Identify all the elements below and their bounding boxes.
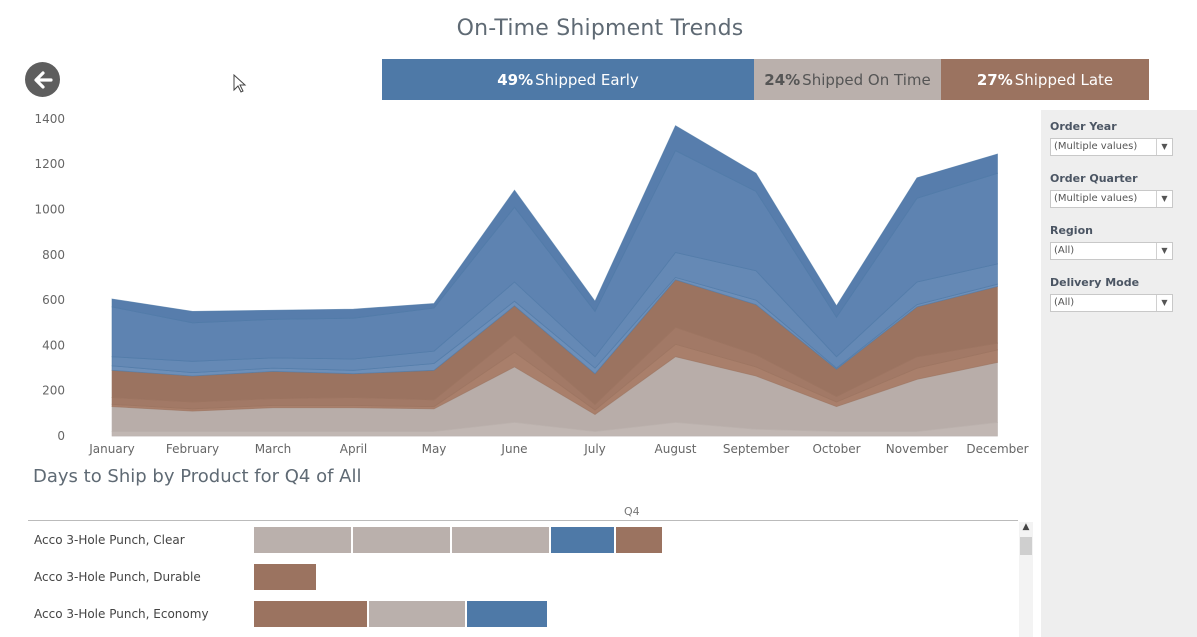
- monthly-shipment-area-chart: 0 200 400 600 800 1000 1200 1400 January Februar…: [34, 112, 1028, 456]
- filter-label: Order Quarter: [1050, 172, 1138, 185]
- x-tick-label: May: [422, 442, 447, 456]
- y-tick-label: 800: [42, 248, 65, 262]
- x-tick-label: January: [88, 442, 135, 456]
- x-tick-label: March: [255, 442, 292, 456]
- mouse-cursor-icon: [233, 74, 247, 93]
- scroll-up-icon[interactable]: ▲: [1022, 522, 1030, 532]
- region-select[interactable]: (All) ▼: [1050, 242, 1173, 260]
- days-to-ship-bar-ontime[interactable]: [353, 527, 450, 553]
- filter-value: (Multiple values): [1054, 193, 1138, 204]
- x-tick-label: September: [723, 442, 789, 456]
- filter-order-year: Order Year (Multiple values) ▼: [1050, 120, 1173, 156]
- ontime-percent: 24%: [764, 70, 801, 89]
- delivery-mode-select[interactable]: (All) ▼: [1050, 294, 1173, 312]
- quarter-column-header: Q4: [624, 505, 640, 518]
- arrow-left-icon: [33, 70, 53, 89]
- days-to-ship-title: Days to Ship by Product for Q4 of All: [33, 466, 362, 487]
- summary-shipped-on-time[interactable]: 24% Shipped On Time: [754, 59, 941, 100]
- order-year-select[interactable]: (Multiple values) ▼: [1050, 138, 1173, 156]
- x-tick-label: August: [655, 442, 697, 456]
- days-to-ship-bar-ontime[interactable]: [254, 527, 351, 553]
- y-tick-label: 1200: [34, 157, 65, 171]
- filter-delivery-mode: Delivery Mode (All) ▼: [1050, 276, 1173, 312]
- days-to-ship-bar-ontime[interactable]: [452, 527, 549, 553]
- header-divider: [28, 520, 1018, 521]
- stacked-areas: [111, 125, 998, 437]
- filter-region: Region (All) ▼: [1050, 224, 1173, 260]
- chevron-down-icon: ▼: [1156, 139, 1172, 155]
- days-to-ship-bar-late[interactable]: [616, 527, 662, 553]
- filter-value: (All): [1054, 297, 1075, 308]
- chevron-down-icon: ▼: [1156, 191, 1172, 207]
- filter-label: Order Year: [1050, 120, 1117, 133]
- x-tick-label: October: [812, 442, 860, 456]
- y-tick-label: 1000: [34, 203, 65, 217]
- filter-value: (All): [1054, 245, 1075, 256]
- days-to-ship-bar-late[interactable]: [254, 564, 316, 590]
- y-tick-label: 0: [57, 429, 65, 443]
- page-title: On-Time Shipment Trends: [456, 16, 744, 41]
- filter-label: Delivery Mode: [1050, 276, 1140, 289]
- ontime-label: Shipped On Time: [802, 70, 931, 89]
- scroll-thumb[interactable]: [1020, 537, 1032, 555]
- shipment-summary-bar: 49% Shipped Early 24% Shipped On Time 27…: [382, 59, 1149, 100]
- order-quarter-select[interactable]: (Multiple values) ▼: [1050, 190, 1173, 208]
- filters-panel: Order Year (Multiple values) ▼ Order Qua…: [1041, 110, 1197, 637]
- y-tick-label: 200: [42, 384, 65, 398]
- summary-shipped-late[interactable]: 27% Shipped Late: [941, 59, 1149, 100]
- early-area-band[interactable]: [111, 125, 998, 324]
- y-axis: 0 200 400 600 800 1000 1200 1400: [34, 112, 65, 443]
- early-label: Shipped Early: [535, 70, 639, 89]
- x-tick-label: November: [886, 442, 948, 456]
- x-axis: January February March April May June July Augu…: [88, 442, 1028, 456]
- x-tick-label: February: [166, 442, 219, 456]
- early-percent: 49%: [497, 70, 534, 89]
- back-button[interactable]: [25, 62, 60, 97]
- vertical-scrollbar[interactable]: ▲: [1019, 522, 1033, 637]
- days-to-ship-bar-early[interactable]: [467, 601, 547, 627]
- late-label: Shipped Late: [1014, 70, 1114, 89]
- product-label: Acco 3-Hole Punch, Economy: [34, 607, 209, 621]
- summary-shipped-early[interactable]: 49% Shipped Early: [382, 59, 754, 100]
- filter-label: Region: [1050, 224, 1093, 237]
- filter-order-quarter: Order Quarter (Multiple values) ▼: [1050, 172, 1173, 208]
- y-tick-label: 600: [42, 293, 65, 307]
- days-to-ship-bar-ontime[interactable]: [369, 601, 465, 627]
- chevron-down-icon: ▼: [1156, 243, 1172, 259]
- y-tick-label: 400: [42, 338, 65, 352]
- chevron-down-icon: ▼: [1156, 295, 1172, 311]
- days-to-ship-bar-late[interactable]: [254, 601, 367, 627]
- x-tick-label: July: [583, 442, 606, 456]
- x-tick-label: June: [500, 442, 527, 456]
- filter-value: (Multiple values): [1054, 141, 1138, 152]
- x-tick-label: December: [966, 442, 1028, 456]
- product-label: Acco 3-Hole Punch, Durable: [34, 570, 201, 584]
- product-label: Acco 3-Hole Punch, Clear: [34, 533, 185, 547]
- late-percent: 27%: [976, 70, 1013, 89]
- days-to-ship-bar-early[interactable]: [551, 527, 614, 553]
- y-tick-label: 1400: [34, 112, 65, 126]
- x-tick-label: April: [340, 442, 367, 456]
